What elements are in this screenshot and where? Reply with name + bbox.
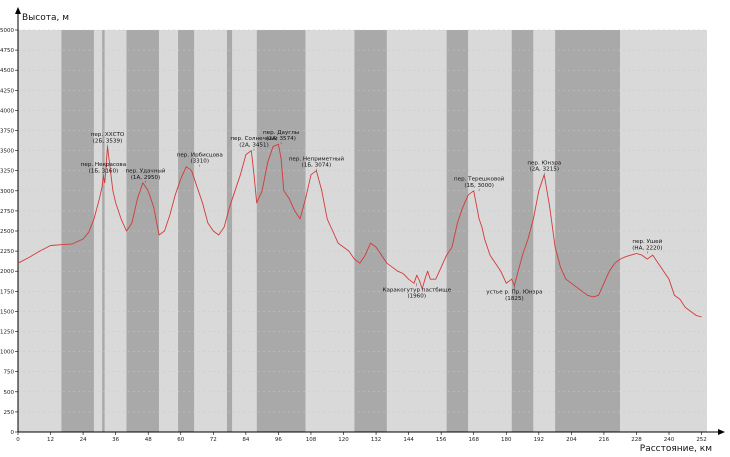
annotation: пер. Юнзра(2А, 3215) (527, 160, 561, 175)
x-tick-label: 192 (534, 437, 545, 443)
x-tick-label: 120 (338, 437, 349, 443)
annotation-label: (2Б, 3539) (93, 139, 123, 145)
y-tick-label: 5000 (0, 28, 14, 34)
annotation-label: пер. Юнзра (527, 160, 561, 166)
annotation-label: пер. Солнечный (230, 135, 278, 142)
x-tick-label: 144 (403, 437, 414, 443)
x-tick-label: 84 (242, 437, 249, 443)
y-axis-title: Высота, м (22, 13, 69, 23)
annotation-label: (1Б, 3000) (464, 183, 494, 189)
x-tick-label: 48 (145, 437, 152, 443)
x-tick-label: 168 (468, 437, 479, 443)
annotation-label: (1А, 2950) (131, 175, 161, 181)
y-tick-label: 2500 (0, 229, 14, 235)
y-tick-label: 1750 (0, 289, 14, 295)
annotation-label: пер. Терешковой (454, 175, 505, 182)
annotation-label: (1Б, 3160) (89, 168, 119, 174)
y-tick-label: 500 (4, 390, 15, 396)
x-tick-label: 108 (306, 437, 317, 443)
chart-band (386, 30, 447, 432)
x-tick-label: 156 (436, 437, 447, 443)
annotation-label: (2А, 3574) (266, 136, 296, 142)
y-tick-label: 4750 (0, 48, 14, 54)
annotation-label: пер. Ирбисцова (177, 152, 223, 158)
annotation: пер. Удачный(1А, 2950) (126, 167, 166, 183)
annotation-label: (1Б, 3074) (302, 163, 332, 169)
x-tick-label: 132 (371, 437, 382, 443)
y-tick-label: 4000 (0, 108, 14, 114)
x-tick-label: 204 (566, 437, 577, 443)
x-axis-arrow (718, 429, 725, 435)
y-tick-label: 250 (4, 410, 15, 416)
annotation: пер. Некрасова(1Б, 3160) (81, 162, 126, 177)
y-tick-label: 3500 (0, 149, 14, 155)
series-lines (17, 143, 702, 318)
annotation-label: (1960) (407, 294, 426, 300)
x-tick-label: 252 (696, 437, 707, 443)
annotation: Каракогутур пастбище(1960) (382, 283, 452, 300)
annotation: пер. ХХСТО(2Б, 3539) (91, 132, 125, 147)
annotation-label: (2А, 3451) (239, 143, 269, 149)
y-tick-label: 2750 (0, 209, 14, 215)
chart-band (178, 30, 195, 432)
y-tick-label: 1500 (0, 309, 14, 315)
annotation-label: (1825) (505, 296, 524, 302)
annotation-label: пер. Удачный (126, 167, 166, 174)
annotation-label: (2А, 3215) (529, 167, 559, 173)
y-axis-arrow (15, 7, 21, 14)
x-tick-label: 240 (664, 437, 675, 443)
y-tick-label: 2000 (0, 269, 14, 275)
y-tick-label: 3250 (0, 169, 14, 175)
annotation-label: Каракогутур пастбище (382, 287, 451, 293)
x-tick-label: 36 (112, 437, 119, 443)
annotation-label: пер. Неприметный (289, 155, 345, 162)
annotation: пер. Ирбисцова(3310) (177, 152, 223, 167)
annotations: пер. Некрасова(1Б, 3160) пер. ХХСТО(2Б, 3… (81, 130, 663, 302)
annotation-label: (НА, 2220) (632, 246, 662, 252)
annotation: пер. Неприметный(1Б, 3074) (289, 155, 345, 171)
annotation-label: (3310) (190, 159, 209, 165)
annotation-label: пер. Дауглы (263, 130, 299, 136)
series-line (17, 143, 702, 318)
annotation: устье р. Пр. Юнзра(1825) (486, 285, 543, 302)
x-tick-label: 216 (599, 437, 610, 443)
x-tick-label: 12 (47, 437, 54, 443)
chart-band (104, 30, 127, 432)
annotation: пер. Солнечный(2А, 3451) (230, 135, 278, 151)
y-tick-label: 0 (11, 430, 15, 436)
annotation: пер. Дауглы(2А, 3574) (263, 130, 299, 145)
y-tick-label: 2250 (0, 249, 14, 255)
y-tick-label: 1000 (0, 350, 14, 356)
y-tick-label: 3000 (0, 189, 14, 195)
annotation-label: пер. ХХСТО (91, 132, 125, 138)
x-axis-title: Расстояние, км (640, 444, 712, 454)
y-tick-label: 3750 (0, 129, 14, 135)
y-tick-label: 4500 (0, 68, 14, 74)
x-tick-label: 96 (275, 437, 282, 443)
y-tick-label: 4250 (0, 88, 14, 94)
x-tick-label: 180 (501, 437, 512, 443)
x-tick-label: 60 (177, 437, 184, 443)
y-tick-label: 1250 (0, 330, 14, 336)
annotation-label: пер. Некрасова (81, 162, 126, 168)
x-axis-ticks: 0 12 24 36 48 60 72 84 96 108 120 132 144 156 168 180 19… (16, 432, 707, 443)
annotation-label: пер. Ушей (632, 238, 662, 245)
y-tick-label: 750 (4, 370, 15, 376)
annotation: пер. Терешковой(1Б, 3000) (454, 175, 505, 191)
x-tick-label: 72 (210, 437, 217, 443)
chart-band (446, 30, 469, 432)
x-tick-label: 0 (16, 437, 20, 443)
annotation: пер. Ушей(НА, 2220) (632, 238, 663, 254)
x-tick-label: 228 (631, 437, 642, 443)
annotation-label: устье р. Пр. Юнзра (486, 290, 542, 296)
x-tick-label: 24 (80, 437, 87, 443)
y-axis-ticks: 0 250 500 750 1000 1250 1500 1750 2000 2250 2500 27… (0, 28, 18, 436)
chart-band (511, 30, 534, 432)
axes (15, 7, 725, 435)
